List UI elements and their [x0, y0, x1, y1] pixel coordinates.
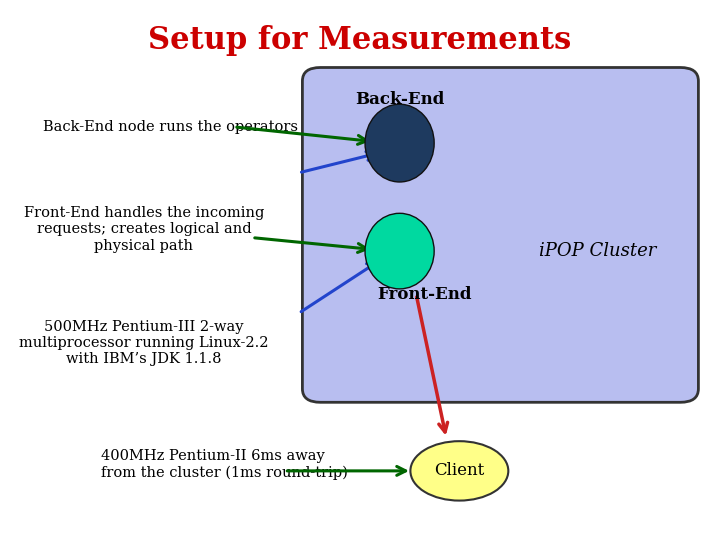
- Text: 400MHz Pentium-II 6ms away
from the cluster (1ms round-trip): 400MHz Pentium-II 6ms away from the clus…: [101, 449, 348, 480]
- Text: Front-End handles the incoming
requests; creates logical and
physical path: Front-End handles the incoming requests;…: [24, 206, 264, 253]
- FancyBboxPatch shape: [302, 68, 698, 402]
- Text: Back-End node runs the operators: Back-End node runs the operators: [43, 120, 298, 134]
- Text: Front-End: Front-End: [377, 286, 472, 303]
- Text: Back-End: Back-End: [355, 91, 444, 109]
- Ellipse shape: [410, 441, 508, 501]
- Text: iPOP Cluster: iPOP Cluster: [539, 242, 657, 260]
- Ellipse shape: [365, 104, 434, 182]
- Ellipse shape: [365, 213, 434, 289]
- Text: 500MHz Pentium-III 2-way
multiprocessor running Linux-2.2
with IBM’s JDK 1.1.8: 500MHz Pentium-III 2-way multiprocessor …: [19, 320, 269, 366]
- Text: Client: Client: [434, 462, 485, 480]
- Text: Setup for Measurements: Setup for Measurements: [148, 25, 572, 56]
